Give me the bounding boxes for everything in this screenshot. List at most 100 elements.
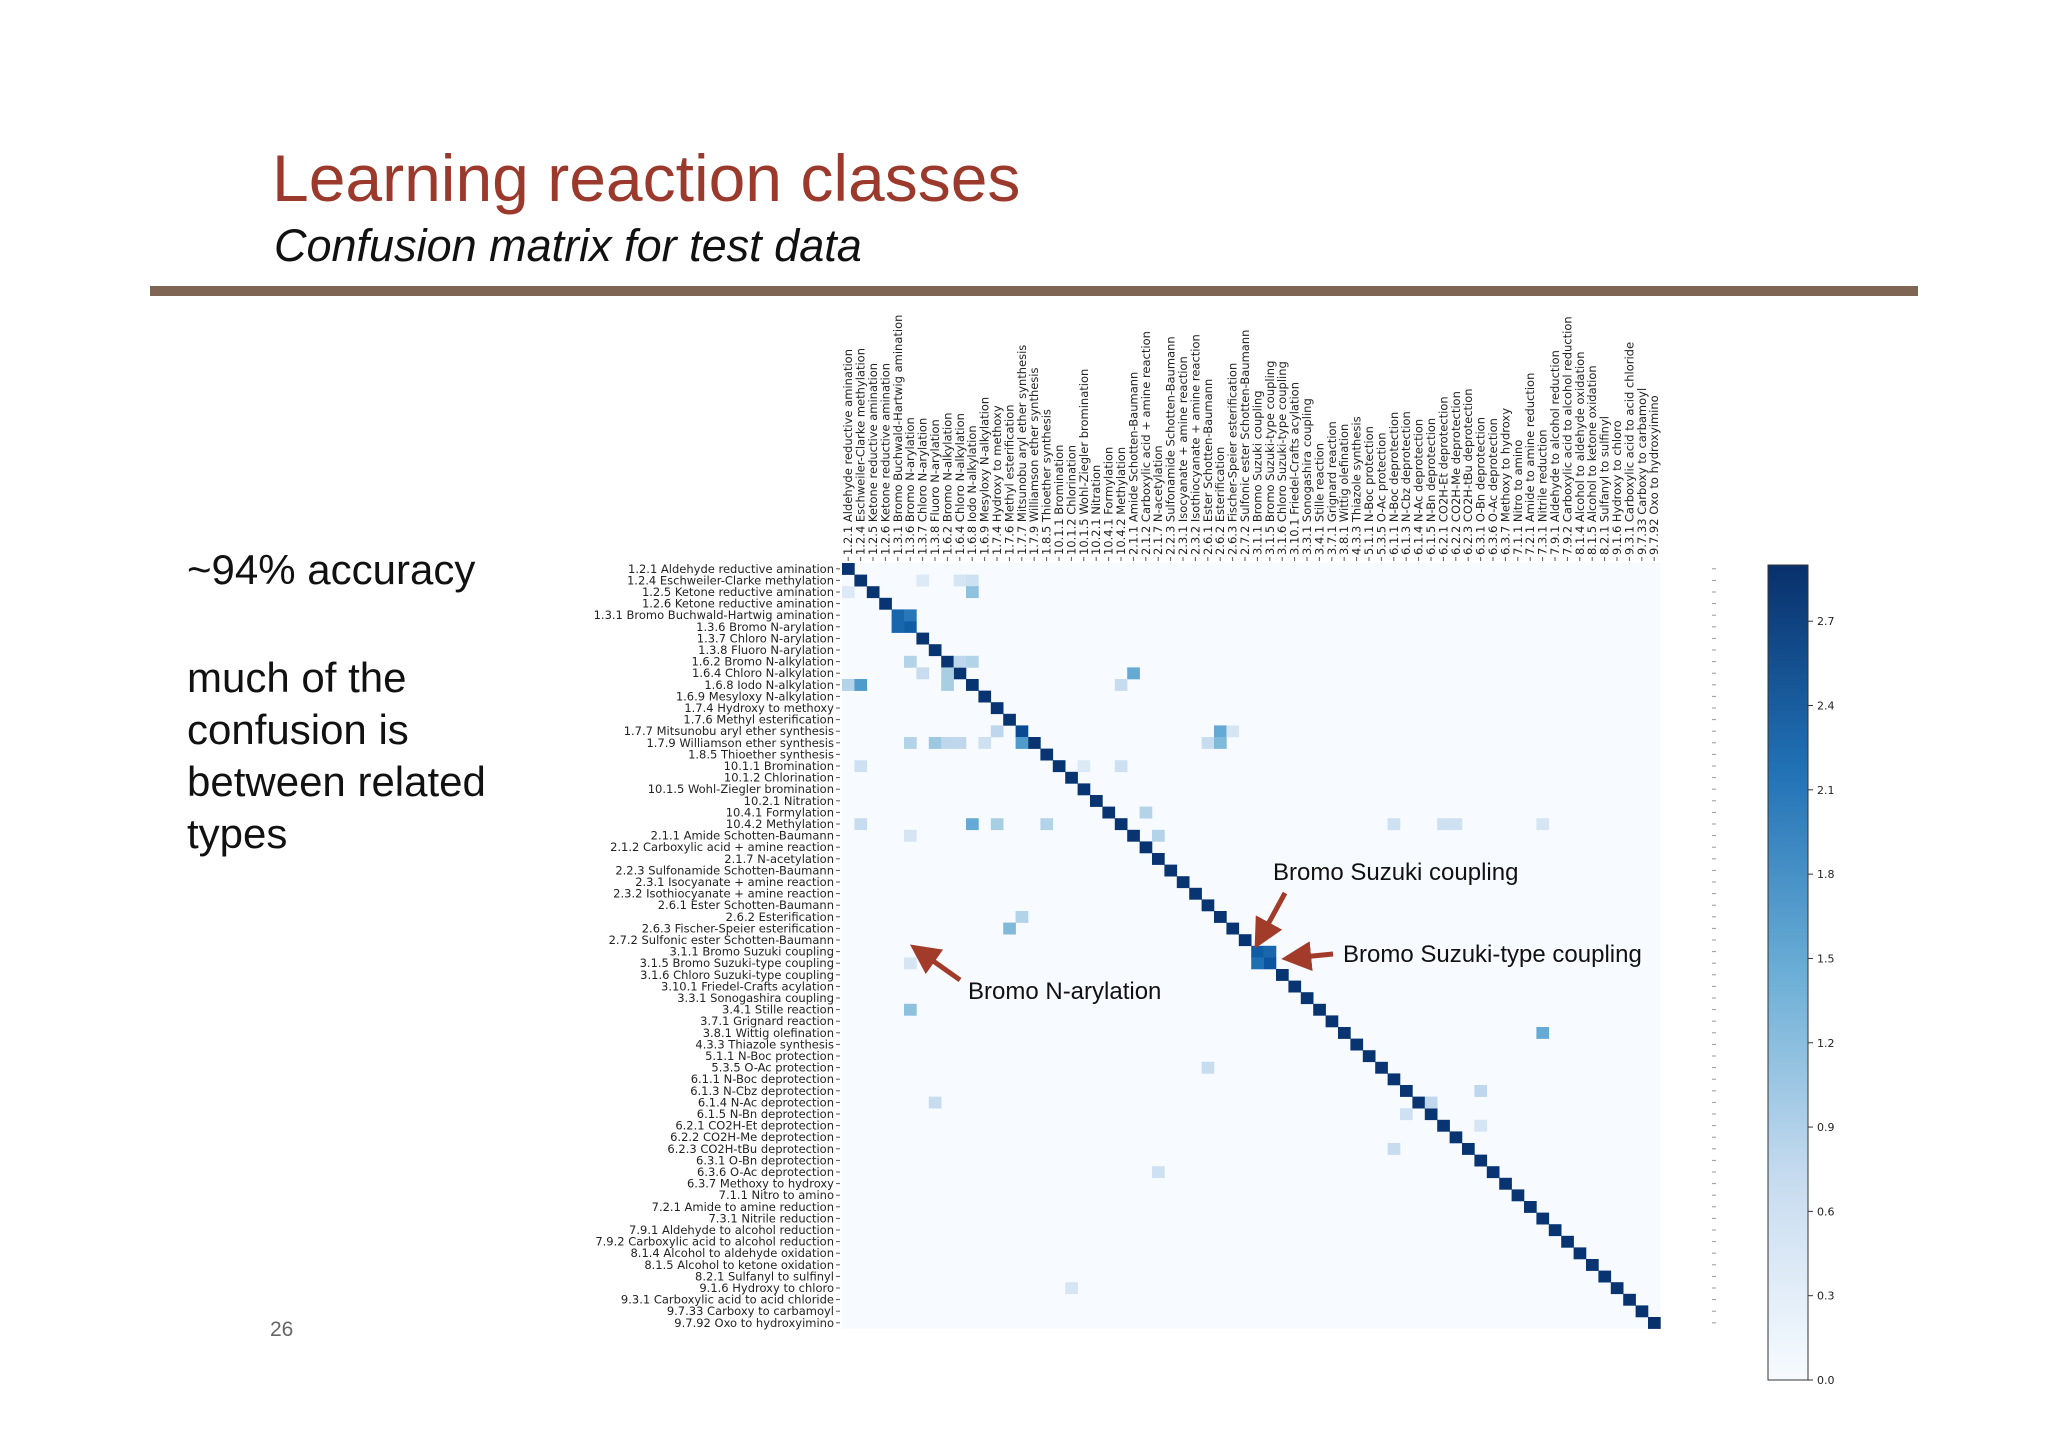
row-tick-label: 2.6.3 Fischer-Speier esterification <box>642 921 834 935</box>
heatmap-cell <box>1325 1015 1339 1028</box>
column-tick-label: 6.1.4 N-Ac deprotection <box>1412 419 1426 555</box>
row-tick-label: 6.3.7 Methoxy to hydroxy <box>687 1177 834 1191</box>
heatmap-cell <box>1065 771 1078 784</box>
annotation-bromo-suzuki-type-coupling: Bromo Suzuki-type coupling <box>1343 941 1642 968</box>
heatmap-cell <box>1214 725 1227 738</box>
column-tick-label: 2.1.1 Amide Schotten-Baumann <box>1126 372 1140 555</box>
heatmap-cell <box>1387 1073 1401 1086</box>
heatmap-cell <box>866 586 880 599</box>
row-tick-label: 10.2.1 Nitration <box>744 794 834 808</box>
row-tick-label: 1.8.5 Thioether synthesis <box>688 747 834 761</box>
heatmap-cell <box>1648 1317 1661 1329</box>
colorbar-tick-label: 0.3 <box>1817 1290 1835 1303</box>
heatmap-cell <box>842 563 855 575</box>
heatmap-cell <box>966 655 979 668</box>
heatmap-cell <box>953 655 967 668</box>
row-tick-label: 1.2.4 Eschweiler-Clarke methylation <box>627 573 834 587</box>
row-tick-label: 8.1.4 Alcohol to aldehyde oxidation <box>630 1246 834 1260</box>
row-tick-label: 2.2.3 Sulfonamide Schotten-Baumann <box>615 863 834 877</box>
row-tick-label: 1.7.7 Mitsunobu aryl ether synthesis <box>624 724 834 738</box>
row-tick-label: 2.6.2 Esterification <box>726 910 834 924</box>
colorbar-tick-label: 2.4 <box>1817 700 1835 713</box>
heatmap-cell <box>1437 818 1450 831</box>
heatmap-cell <box>891 609 905 622</box>
heatmap-cell <box>1561 1235 1574 1248</box>
row-tick-label: 5.3.5 O-Ac protection <box>711 1061 834 1075</box>
row-tick-label: 7.9.1 Aldehyde to alcohol reduction <box>629 1223 834 1237</box>
column-tick-label: 8.1.5 Alcohol to ketone oxidation <box>1585 365 1599 555</box>
row-tick-label: 2.3.2 Isothiocyanate + amine reaction <box>613 887 834 901</box>
colorbar-tick-label: 0.9 <box>1817 1121 1835 1134</box>
column-tick-label: 1.3.1 Bromo Buchwald-Hartwig amination <box>891 315 905 555</box>
column-tick-label: 4.3.3 Thiazole synthesis <box>1350 416 1364 555</box>
annotation-arrow <box>909 944 962 983</box>
row-tick-label: 6.1.4 N-Ac deprotection <box>698 1095 834 1109</box>
column-tick-label: 10.4.1 Formylation <box>1102 447 1116 555</box>
heatmap-cell <box>941 737 954 749</box>
title-rule <box>150 286 1918 296</box>
column-tick-label: 2.7.2 Sulfonic ester Schotten-Baumann <box>1238 330 1252 555</box>
heatmap-cell <box>1486 1166 1500 1179</box>
heatmap-cell <box>1313 1003 1326 1016</box>
heatmap-cell <box>966 574 979 587</box>
heatmap-cell <box>916 574 930 587</box>
row-tick-label: 2.3.1 Isocyanate + amine reaction <box>635 875 834 889</box>
column-tick-label: 3.7.1 Grignard reaction <box>1325 421 1339 555</box>
heatmap-cell <box>1201 899 1215 912</box>
heatmap-cell <box>1462 1143 1475 1155</box>
row-tick-label: 6.1.3 N-Cbz deprotection <box>690 1084 834 1098</box>
row-tick-label: 6.3.1 O-Bn deprotection <box>696 1153 834 1167</box>
heatmap-cell <box>1077 760 1091 773</box>
heatmap-cell <box>1127 829 1140 842</box>
heatmap-cell <box>1214 911 1227 923</box>
column-tick-label: 1.3.8 Fluoro N-arylation <box>928 419 942 555</box>
row-tick-label: 1.7.4 Hydroxy to methoxy <box>684 701 834 715</box>
heatmap-cell <box>854 760 868 773</box>
row-tick-label: 8.2.1 Sulfanyl to sulfinyl <box>695 1269 834 1283</box>
heatmap-cell <box>1214 737 1227 749</box>
heatmap-cell <box>854 679 868 691</box>
heatmap-cell <box>941 667 954 680</box>
heatmap-cell <box>1263 957 1277 970</box>
colorbar-tick-label: 1.5 <box>1817 952 1835 965</box>
heatmap-cell <box>1387 1143 1401 1155</box>
row-tick-label: 1.2.1 Aldehyde reductive amination <box>628 562 834 576</box>
column-tick-label: 1.6.8 Iodo N-alkylation <box>965 425 979 555</box>
column-tick-label: 2.6.3 Fischer-Speier esterification <box>1226 363 1240 555</box>
column-tick-label: 9.7.33 Carboxy to carbamoyl <box>1635 388 1649 555</box>
column-tick-label: 3.1.1 Bromo Suzuki coupling <box>1250 390 1264 555</box>
row-tick-label: 3.1.6 Chloro Suzuki-type coupling <box>640 968 834 982</box>
heatmap-cell <box>1536 818 1550 831</box>
row-tick-label: 6.2.3 CO2H-tBu deprotection <box>667 1142 834 1156</box>
column-tick-label: 7.3.1 Nitrile reduction <box>1536 429 1550 555</box>
note-text: much of the confusion is between related… <box>187 654 486 857</box>
row-tick-label: 9.7.92 Oxo to hydroxyimino <box>674 1316 834 1330</box>
heatmap-cell <box>1226 725 1240 738</box>
row-tick-label: 1.6.9 Mesyloxy N-alkylation <box>676 689 834 703</box>
heatmap-cell <box>1040 818 1054 831</box>
heatmap-cell <box>1437 1119 1450 1132</box>
heatmap-cell <box>1449 818 1463 831</box>
heatmap-cell <box>1412 1096 1426 1109</box>
row-tick-label: 2.1.7 N-acetylation <box>724 852 834 866</box>
row-tick-label: 6.1.1 N-Boc deprotection <box>691 1072 834 1086</box>
heatmap-cell <box>990 725 1004 738</box>
heatmap-cell <box>1003 922 1016 935</box>
heatmap-cell <box>1424 1096 1438 1109</box>
column-tick-label: 10.1.2 Chlorination <box>1064 445 1078 555</box>
heatmap-cell <box>1152 1166 1165 1179</box>
heatmap-cell <box>966 679 979 691</box>
heatmap-cell <box>1251 945 1264 958</box>
row-tick-label: 1.3.8 Fluoro N-arylation <box>698 643 834 657</box>
column-tick-label: 6.3.6 O-Ac deprotection <box>1486 418 1500 555</box>
column-tick-label: 2.6.1 Ester Schotten-Baumann <box>1201 379 1215 555</box>
heatmap-cell <box>1300 992 1314 1005</box>
column-tick-label: 1.2.6 Ketone reductive amination <box>878 363 892 555</box>
column-tick-label: 1.7.9 Williamson ether synthesis <box>1027 367 1041 555</box>
heatmap-cell <box>953 574 967 587</box>
heatmap-cell <box>904 609 917 622</box>
row-tick-label: 1.6.4 Chloro N-alkylation <box>692 666 834 680</box>
heatmap-cell <box>1152 829 1165 842</box>
heatmap-cell <box>941 655 954 668</box>
annotation-bromo-n-arylation: Bromo N-arylation <box>968 978 1161 1005</box>
